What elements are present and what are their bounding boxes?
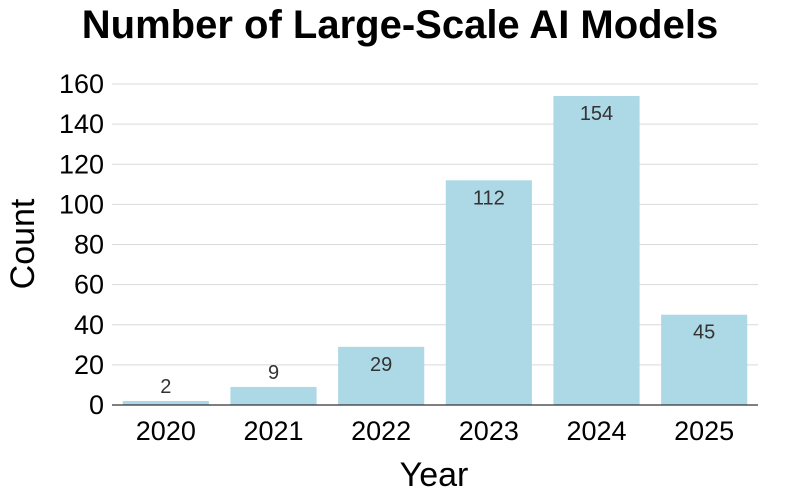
- y-tick-label: 40: [74, 310, 104, 340]
- x-tick-label-2025: 2025: [674, 416, 734, 446]
- data-label-2020: 2: [160, 376, 171, 398]
- bar-2025: [661, 314, 748, 405]
- bar-2020: [122, 400, 209, 405]
- y-tick-label: 160: [59, 69, 104, 99]
- y-tick-label: 80: [74, 230, 104, 260]
- bar-2022: [338, 346, 425, 405]
- x-tick-label-2024: 2024: [566, 416, 626, 446]
- x-tick-label-2021: 2021: [243, 416, 303, 446]
- y-axis-ticks: 0 20 40 60 80 100 120 140 160: [59, 69, 104, 420]
- data-label-2025: 45: [693, 322, 715, 344]
- y-tick-label: 100: [59, 189, 104, 219]
- x-tick-label-2022: 2022: [351, 416, 411, 446]
- data-label-2024: 154: [580, 103, 613, 125]
- x-tick-label-2020: 2020: [136, 416, 196, 446]
- data-label-2023: 112: [473, 187, 505, 209]
- y-tick-label: 120: [59, 149, 104, 179]
- y-tick-label: 60: [74, 270, 104, 300]
- data-label-2022: 29: [370, 354, 392, 376]
- y-axis-label: Count: [4, 198, 42, 289]
- x-tick-label-2023: 2023: [459, 416, 519, 446]
- x-axis-ticks: 2020 2021 2022 2023 2024 2025: [136, 416, 734, 446]
- bar-2024: [553, 96, 640, 405]
- y-tick-label: 20: [74, 350, 104, 380]
- chart-title: Number of Large-Scale AI Models: [82, 3, 718, 47]
- bar-2023: [445, 180, 532, 405]
- y-tick-label: 140: [59, 109, 104, 139]
- bar-2021: [230, 386, 317, 405]
- x-axis-label: Year: [400, 456, 469, 494]
- data-label-2021: 9: [268, 362, 279, 384]
- bars: [122, 96, 748, 405]
- gridlines: [112, 83, 758, 406]
- y-tick-label: 0: [89, 390, 104, 420]
